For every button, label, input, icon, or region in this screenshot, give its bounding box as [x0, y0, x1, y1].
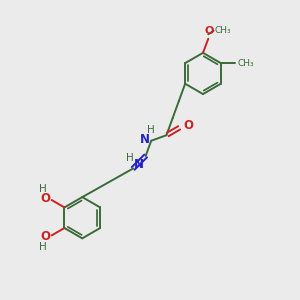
Text: O: O	[40, 230, 50, 243]
Text: O: O	[40, 192, 50, 206]
Text: H: H	[126, 153, 134, 163]
Text: O: O	[205, 26, 214, 36]
Text: N: N	[140, 134, 150, 146]
Text: H: H	[147, 125, 155, 136]
Text: CH₃: CH₃	[215, 26, 231, 35]
Text: CH₃: CH₃	[238, 58, 255, 68]
Text: H: H	[39, 184, 47, 194]
Text: O: O	[183, 119, 194, 132]
Text: N: N	[134, 158, 144, 171]
Text: H: H	[39, 242, 47, 252]
